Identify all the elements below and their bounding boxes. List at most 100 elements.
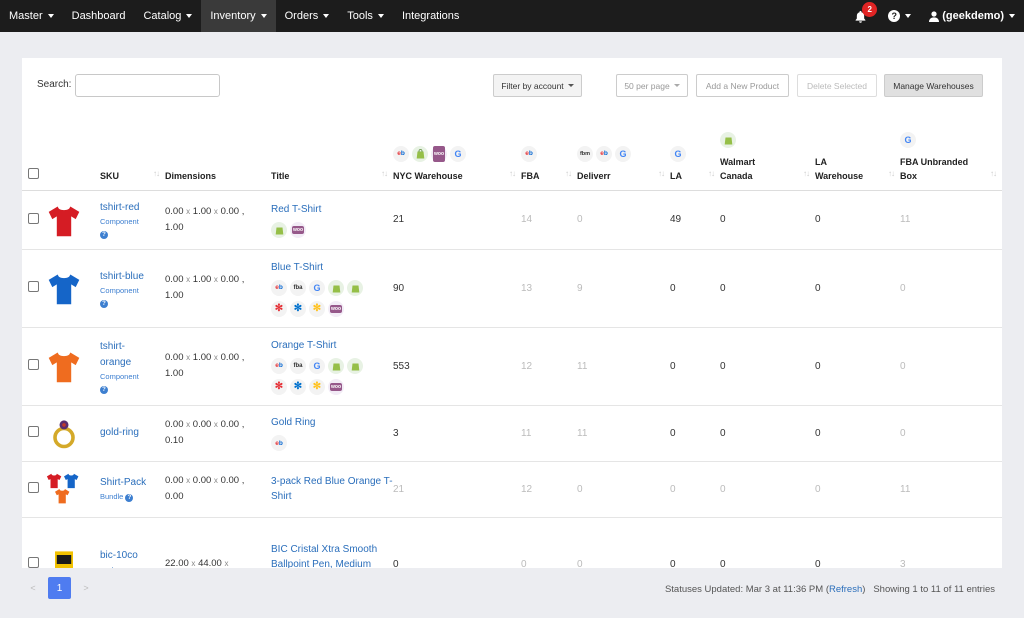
title-link[interactable]: Red T-Shirt bbox=[271, 203, 322, 215]
nav-catalog[interactable]: Catalog bbox=[134, 0, 201, 32]
table-row[interactable]: tshirt-red Component ? 0.00 x 1.00 x 0.0… bbox=[22, 190, 1002, 250]
la-qty[interactable]: 0 bbox=[670, 405, 720, 462]
select-all-checkbox[interactable] bbox=[28, 167, 39, 179]
woo-icon[interactable]: woo bbox=[290, 221, 306, 238]
fba-unbranded-qty[interactable]: 11 bbox=[900, 461, 1002, 518]
fba-unbranded-qty[interactable]: 0 bbox=[900, 327, 1002, 406]
nav-inventory[interactable]: Inventory bbox=[201, 0, 276, 32]
nyc-qty[interactable]: 21 bbox=[393, 190, 521, 250]
la-qty[interactable]: 49 bbox=[670, 190, 720, 250]
fba-qty[interactable]: 12 bbox=[521, 327, 577, 406]
walmart-icon[interactable]: ✻ bbox=[290, 300, 306, 317]
la-warehouse-qty[interactable]: 0 bbox=[815, 327, 900, 406]
deliverr-qty[interactable]: 0 bbox=[577, 517, 670, 568]
table-row[interactable]: gold-ring 0.00 x 0.00 x 0.00 , 0.10 Gold … bbox=[22, 405, 1002, 462]
sku-link[interactable]: tshirt-red bbox=[100, 202, 140, 213]
sku-header[interactable]: SKU ↑↓ bbox=[100, 124, 165, 191]
title-link[interactable]: Blue T-Shirt bbox=[271, 261, 324, 273]
title-link[interactable]: BIC Cristal Xtra Smooth Ballpoint Pen, M… bbox=[271, 543, 378, 569]
fba-icon[interactable]: fba bbox=[290, 357, 306, 374]
question-icon[interactable]: ? bbox=[100, 299, 108, 308]
row-checkbox[interactable] bbox=[28, 212, 39, 224]
fba-icon[interactable]: fba bbox=[290, 279, 306, 296]
google-icon[interactable]: G bbox=[309, 357, 325, 374]
row-checkbox[interactable] bbox=[28, 281, 39, 292]
question-icon[interactable]: ? bbox=[100, 231, 108, 239]
next-page-button[interactable]: > bbox=[83, 583, 89, 593]
sku-link[interactable]: bic-10count bbox=[100, 550, 138, 568]
walmart-canada-qty[interactable]: 0 bbox=[720, 327, 815, 406]
row-checkbox[interactable] bbox=[28, 359, 39, 370]
sku-link[interactable]: tshirt-orange bbox=[100, 340, 132, 368]
table-row[interactable]: Shirt-Pack Bundle ? 0.00 x 0.00 x 0.00 ,… bbox=[22, 461, 1002, 518]
nyc-qty[interactable]: 21 bbox=[393, 461, 521, 518]
manage-warehouses-button[interactable]: Manage Warehouses bbox=[884, 74, 983, 97]
nav-tools[interactable]: Tools bbox=[338, 0, 393, 32]
deliverr-qty[interactable]: 11 bbox=[577, 405, 670, 462]
fba-qty[interactable]: 12 bbox=[521, 461, 577, 518]
table-row[interactable]: tshirt-orange Component ? 0.00 x 1.00 x … bbox=[22, 327, 1002, 406]
row-checkbox[interactable] bbox=[28, 482, 39, 493]
row-checkbox[interactable] bbox=[28, 557, 39, 568]
walmart-icon[interactable]: ✻ bbox=[271, 300, 287, 317]
shopify-icon[interactable] bbox=[347, 279, 363, 296]
title-link[interactable]: Orange T-Shirt bbox=[271, 339, 337, 351]
title-header[interactable]: Title ↑↓ bbox=[271, 124, 393, 191]
fba-qty[interactable]: 13 bbox=[521, 249, 577, 328]
deliverr-qty[interactable]: 0 bbox=[577, 190, 670, 250]
fba-qty[interactable]: 11 bbox=[521, 405, 577, 462]
table-row[interactable]: bic-10count 22.00 x 44.00 x BIC Cristal … bbox=[22, 517, 1002, 568]
la-warehouse-header[interactable]: LA Warehouse ↑↓ bbox=[815, 124, 900, 191]
google-icon[interactable]: G bbox=[309, 279, 325, 296]
help-menu[interactable]: ? bbox=[879, 0, 920, 32]
shopify-icon[interactable] bbox=[271, 221, 287, 238]
question-icon[interactable]: ? bbox=[100, 385, 108, 394]
nyc-qty[interactable]: 90 bbox=[393, 249, 521, 328]
notifications-button[interactable]: 2 bbox=[842, 0, 879, 32]
page-1-button[interactable]: 1 bbox=[48, 577, 71, 599]
deliverr-qty[interactable]: 0 bbox=[577, 461, 670, 518]
deliverr-qty[interactable]: 9 bbox=[577, 249, 670, 328]
walmart-canada-qty[interactable]: 0 bbox=[720, 461, 815, 518]
shopify-icon[interactable] bbox=[347, 357, 363, 374]
la-qty[interactable]: 0 bbox=[670, 461, 720, 518]
la-qty[interactable]: 0 bbox=[670, 517, 720, 568]
nyc-qty[interactable]: 3 bbox=[393, 405, 521, 462]
fba-unbranded-qty[interactable]: 11 bbox=[900, 190, 1002, 250]
fba-qty[interactable]: 14 bbox=[521, 190, 577, 250]
user-menu[interactable]: (geekdemo) bbox=[920, 0, 1024, 32]
delete-selected-button[interactable]: Delete Selected bbox=[797, 74, 877, 97]
title-link[interactable]: 3-pack Red Blue Orange T-Shirt bbox=[271, 476, 393, 502]
nav-dashboard[interactable]: Dashboard bbox=[63, 0, 135, 32]
woo-icon[interactable]: woo bbox=[328, 378, 344, 395]
table-row[interactable]: tshirt-blue Component ? 0.00 x 1.00 x 0.… bbox=[22, 249, 1002, 328]
question-icon[interactable]: ? bbox=[125, 494, 134, 502]
refresh-link[interactable]: Refresh bbox=[828, 584, 863, 595]
add-product-button[interactable]: Add a New Product bbox=[696, 74, 789, 97]
shopify-icon[interactable] bbox=[328, 357, 344, 374]
nyc-qty[interactable]: 553 bbox=[393, 327, 521, 406]
fba-unbranded-header[interactable]: G FBA Unbranded Box ↑↓ bbox=[900, 124, 1002, 191]
la-qty[interactable]: 0 bbox=[670, 327, 720, 406]
nav-orders[interactable]: Orders bbox=[276, 0, 339, 32]
la-warehouse-qty[interactable]: 0 bbox=[815, 461, 900, 518]
la-warehouse-qty[interactable]: 0 bbox=[815, 190, 900, 250]
filter-by-account-button[interactable]: Filter by account bbox=[493, 74, 582, 97]
walmart-canada-qty[interactable]: 0 bbox=[720, 190, 815, 250]
la-header[interactable]: G LA ↑↓ bbox=[670, 124, 720, 191]
woo-icon[interactable]: woo bbox=[328, 300, 344, 317]
nyc-qty[interactable]: 0 bbox=[393, 517, 521, 568]
walmart-icon[interactable]: ✻ bbox=[309, 300, 325, 317]
title-link[interactable]: Gold Ring bbox=[271, 417, 316, 428]
la-warehouse-qty[interactable]: 0 bbox=[815, 517, 900, 568]
search-input[interactable] bbox=[75, 74, 220, 97]
la-warehouse-qty[interactable]: 0 bbox=[815, 249, 900, 328]
deliverr-qty[interactable]: 11 bbox=[577, 327, 670, 406]
sku-link[interactable]: gold-ring bbox=[100, 427, 139, 438]
nav-integrations[interactable]: Integrations bbox=[393, 0, 468, 32]
fba-qty[interactable]: 0 bbox=[521, 517, 577, 568]
